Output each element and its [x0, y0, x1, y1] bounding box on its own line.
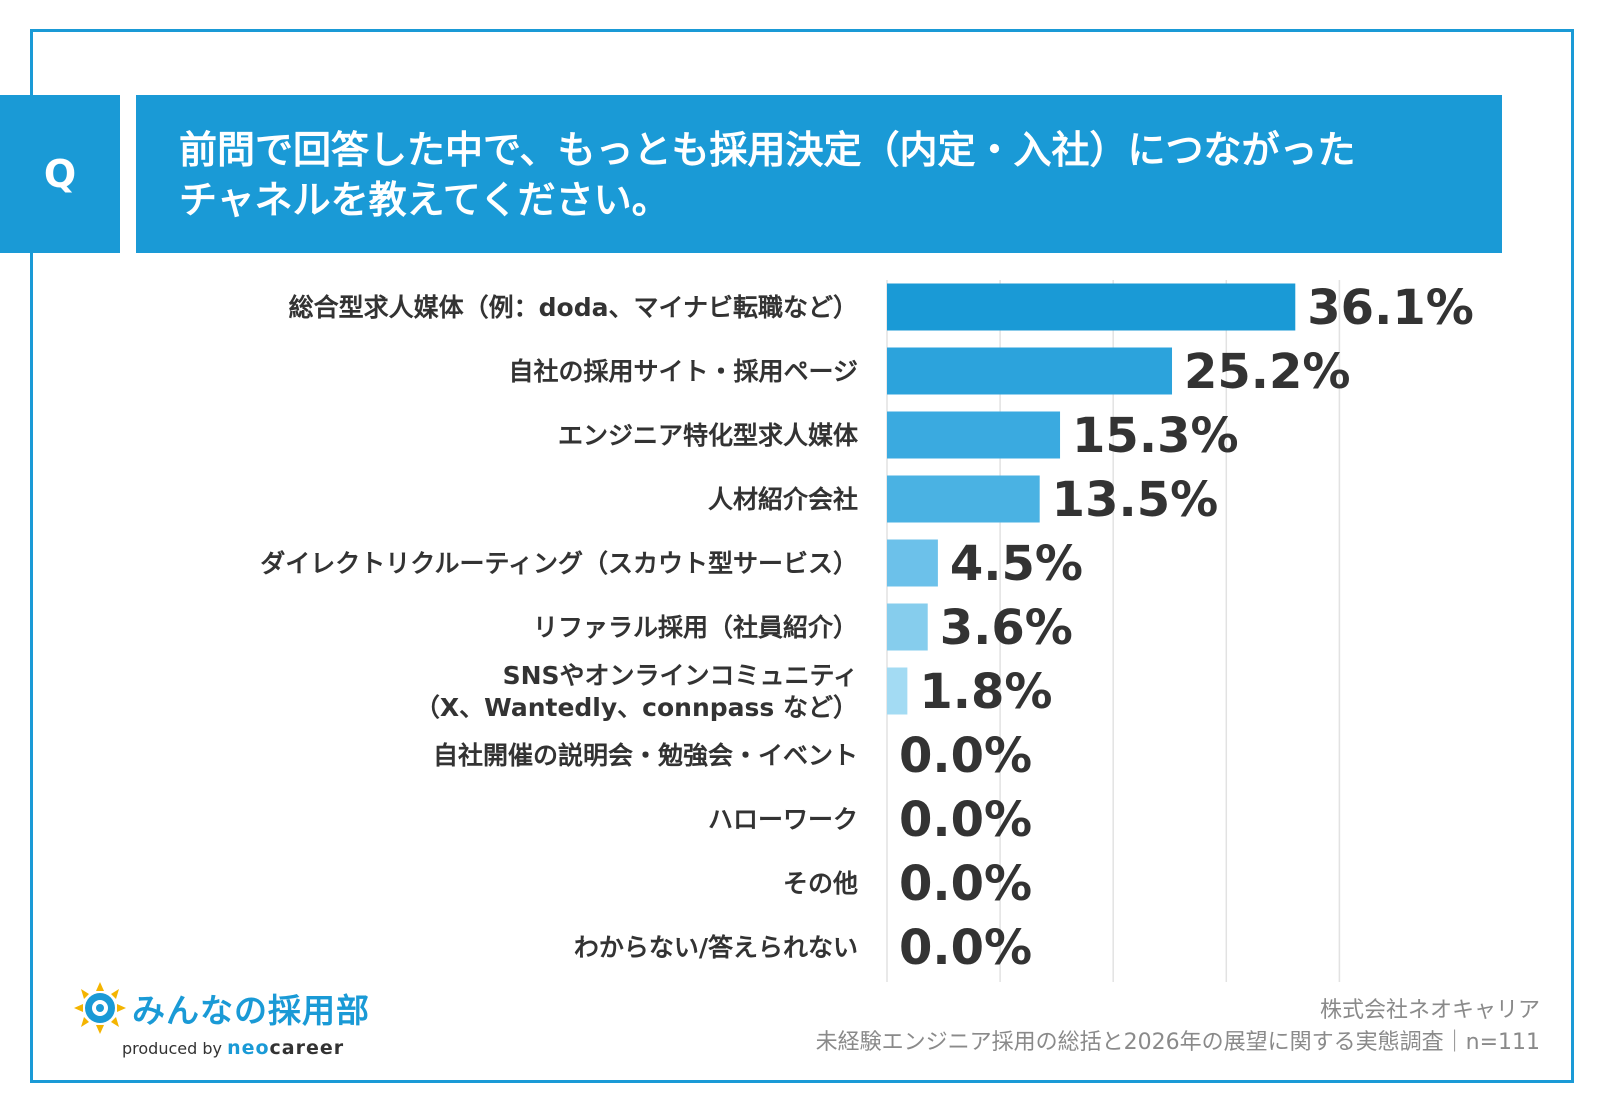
value-label: 15.3% — [1072, 408, 1239, 464]
category-label: 自社の採用サイト・採用ページ — [508, 357, 858, 386]
value-label: 0.0% — [899, 856, 1032, 912]
question-title-line-2: チャネルを教えてください。 — [179, 178, 670, 222]
category-label: 総合型求人媒体（例：doda、マイナビ転職など） — [289, 293, 858, 322]
sun-logo-icon — [74, 982, 126, 1034]
category-label: ダイレクトリクルーティング（スカウト型サービス） — [260, 549, 858, 578]
logo: みんなの採用部 produced by neocareer — [70, 982, 390, 1062]
value-label: 3.6% — [940, 600, 1073, 656]
question-title-line-1: 前問で回答した中で、もっとも採用決定（内定・入社）につながった — [179, 128, 1356, 172]
bar — [887, 475, 1040, 523]
bar — [887, 667, 908, 715]
category-label: その他 — [783, 869, 858, 898]
category-label: （X、Wantedly、connpass など） — [415, 693, 858, 722]
category-label: 自社開催の説明会・勉強会・イベント — [433, 741, 858, 770]
brand-suffix: career — [269, 1037, 345, 1059]
source-credit: 株式会社ネオキャリア 未経験エンジニア採用の総括と2026年の展望に関する実態調… — [816, 995, 1540, 1059]
value-label: 0.0% — [899, 728, 1032, 784]
category-label: SNSやオンラインコミュニティ — [503, 661, 858, 690]
value-label: 4.5% — [950, 536, 1083, 592]
value-label: 1.8% — [919, 664, 1052, 720]
bar — [887, 411, 1061, 459]
bar — [887, 603, 928, 651]
produced-by-text: produced by — [122, 1039, 222, 1058]
logo-name: みんなの採用部 — [132, 991, 370, 1030]
question-badge-label: Q — [43, 152, 77, 196]
value-label: 25.2% — [1184, 344, 1351, 400]
logo-produced-by: produced by neocareer — [122, 1037, 344, 1059]
source-company: 株式会社ネオキャリア — [1319, 998, 1540, 1023]
category-label: リファラル採用（社員紹介） — [533, 613, 858, 642]
bar — [887, 283, 1296, 331]
brand-name: neocareer — [227, 1037, 344, 1059]
value-label: 36.1% — [1307, 280, 1474, 336]
value-label: 0.0% — [899, 792, 1032, 848]
outer-frame — [30, 29, 1574, 1083]
category-label: わからない/答えられない — [574, 933, 858, 962]
question-title: 前問で回答した中で、もっとも採用決定（内定・入社）につながった チャネルを教えて… — [136, 95, 1502, 253]
value-label: 13.5% — [1052, 472, 1219, 528]
brand-prefix: neo — [227, 1037, 270, 1059]
bar — [887, 539, 938, 587]
bar — [887, 347, 1173, 395]
source-survey: 未経験エンジニア採用の総括と2026年の展望に関する実態調査｜n=111 — [815, 1030, 1540, 1055]
category-label: エンジニア特化型求人媒体 — [558, 421, 859, 450]
question-badge: Q — [0, 95, 120, 253]
category-label: 人材紹介会社 — [708, 485, 858, 514]
value-label: 0.0% — [899, 920, 1032, 976]
category-label: ハローワーク — [708, 805, 858, 834]
